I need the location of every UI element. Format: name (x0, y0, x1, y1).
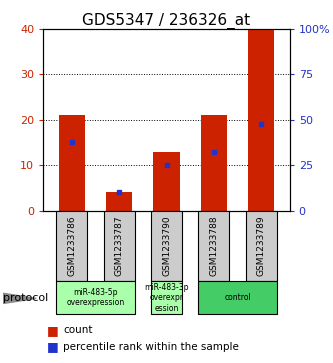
Bar (198, 211, 229, 281)
Bar (56, 281, 135, 314)
Text: GSM1233789: GSM1233789 (257, 216, 266, 276)
Title: GDS5347 / 236326_at: GDS5347 / 236326_at (83, 13, 250, 29)
Text: miR-483-3p
overexpr
ession: miR-483-3p overexpr ession (144, 283, 189, 313)
Bar (151, 281, 182, 314)
Text: percentile rank within the sample: percentile rank within the sample (63, 342, 239, 352)
Text: count: count (63, 325, 93, 335)
Bar (248, 29, 274, 211)
Text: protocol: protocol (3, 293, 49, 303)
Bar (56, 211, 87, 281)
Bar (154, 152, 179, 211)
Text: ■: ■ (47, 340, 58, 353)
Text: GSM1233786: GSM1233786 (67, 216, 76, 276)
Bar (104, 211, 135, 281)
Bar (198, 281, 277, 314)
Polygon shape (3, 293, 36, 303)
Text: GSM1233790: GSM1233790 (162, 216, 171, 276)
Bar (246, 211, 277, 281)
Text: miR-483-5p
overexpression: miR-483-5p overexpression (66, 288, 125, 307)
Text: control: control (224, 293, 251, 302)
Bar (59, 115, 85, 211)
Bar (151, 211, 182, 281)
Text: GSM1233788: GSM1233788 (209, 216, 218, 276)
Bar (106, 192, 132, 211)
Text: GSM1233787: GSM1233787 (115, 216, 124, 276)
Bar (201, 115, 227, 211)
Text: ■: ■ (47, 324, 58, 337)
